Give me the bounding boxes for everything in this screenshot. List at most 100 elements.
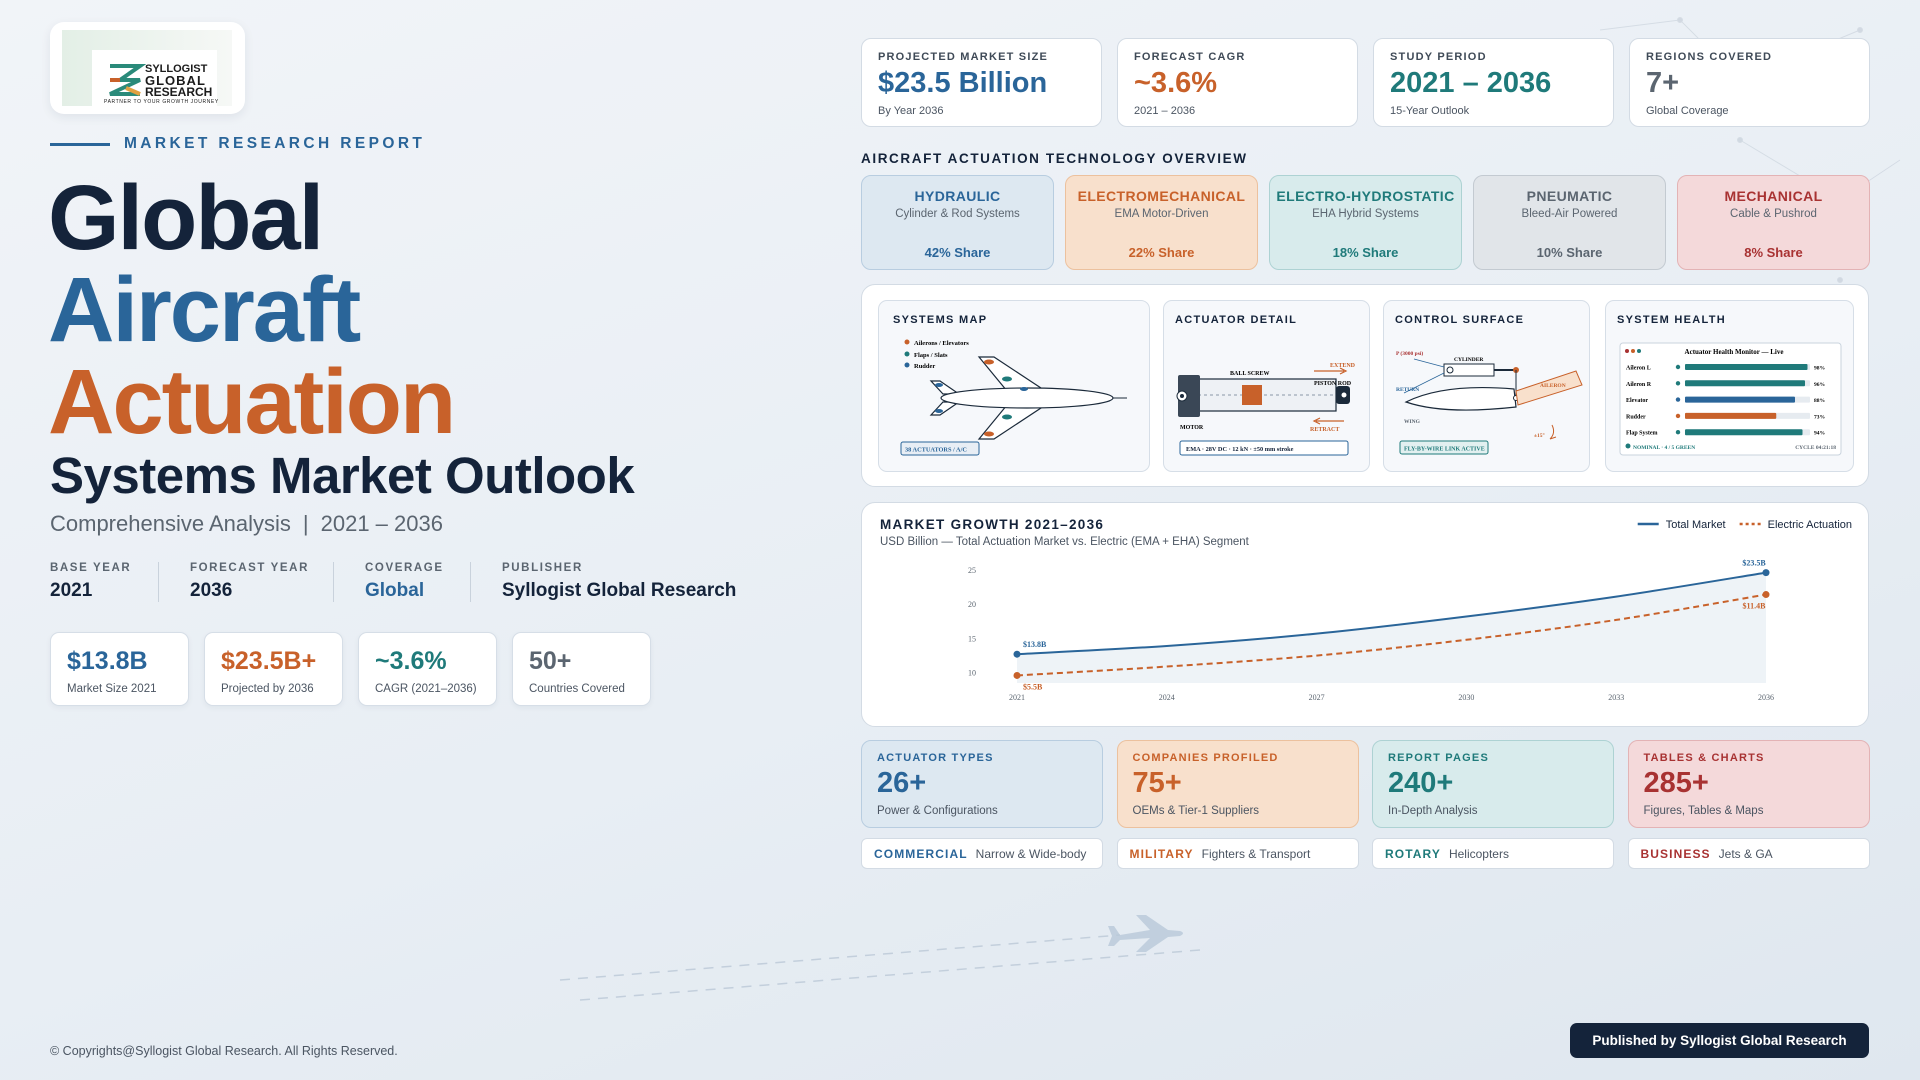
title-line: Global <box>48 167 324 269</box>
row-name: Aileron L <box>1626 366 1651 372</box>
decor-ellipse <box>984 359 994 365</box>
decor-circle <box>1631 349 1635 353</box>
decor-line <box>559 934 1121 981</box>
decor-circle <box>1446 366 1454 374</box>
decor-rect <box>1178 375 1200 417</box>
subtitle-separator: | <box>302 511 309 536</box>
x-tick-label: 2021 <box>1009 693 1025 702</box>
legend-text: Ailerons / Elevators <box>914 340 969 347</box>
row-dot <box>1675 430 1681 435</box>
technology-name: ELECTRO-HYDROSTATIC <box>1276 188 1455 204</box>
decor-line <box>1599 19 1681 31</box>
annotation: $11.4B <box>1743 602 1767 611</box>
decor-path <box>1108 915 1183 952</box>
stat-value: 240+ <box>1388 767 1454 799</box>
monitor-title: Actuator Health Monitor — Live <box>1685 348 1784 356</box>
technology-share: 22% Share <box>1128 245 1195 260</box>
section-heading: AIRCRAFT ACTUATION TECHNOLOGY OVERVIEW <box>861 151 1248 166</box>
technology-desc: Cylinder & Rod Systems <box>895 208 1020 220</box>
technology-desc: Bleed-Air Powered <box>1521 208 1618 220</box>
part-label: P (3000 psi) <box>1396 350 1423 357</box>
decor-circle <box>904 339 910 345</box>
line-chart: MARKET GROWTH 2021–2036 USD Billion — To… <box>880 517 1852 702</box>
decor-circle <box>1857 27 1863 33</box>
chart-title: MARKET GROWTH 2021–2036 <box>880 517 1104 532</box>
x-tick-label: 2036 <box>1758 693 1774 702</box>
highlight-card: 50+ Countries Covered <box>512 632 651 706</box>
technology-share: 18% Share <box>1332 245 1399 260</box>
decor-circle <box>1837 277 1843 283</box>
meta-label: BASE YEAR <box>50 562 132 574</box>
kpi-note: 2021 – 2036 <box>1134 105 1196 117</box>
kpi-card: REGIONS COVERED 7+ Global Coverage <box>1629 38 1870 127</box>
stat-desc: Power & Configurations <box>877 805 998 817</box>
segment-name: COMMERCIAL <box>874 847 968 861</box>
technology-share: 8% Share <box>1744 245 1803 260</box>
kpi-value: ~3.6% <box>1134 67 1218 99</box>
segment-chip: MILITARY Fighters & Transport <box>1116 838 1359 869</box>
end-marker <box>1013 671 1021 679</box>
legend-text: Rudder <box>914 363 935 370</box>
status-text: FLY-BY-WIRE LINK ACTIVE <box>1404 447 1485 453</box>
segment-name: ROTARY <box>1385 847 1441 861</box>
end-marker <box>1762 569 1770 577</box>
publisher-button[interactable]: Published by Syllogist Global Research <box>1570 1023 1869 1058</box>
stat-value: 285+ <box>1643 767 1709 799</box>
y-tick-label: 10 <box>968 669 976 678</box>
copyright: © Copyrights@Syllogist Global Research. … <box>50 1044 398 1058</box>
stat-card: ACTUATOR TYPES 26+ Power & Configurations <box>861 740 1103 828</box>
subtitle-text: 2021 – 2036 <box>320 511 443 536</box>
decor-path <box>1312 417 1344 425</box>
decor-path <box>1549 424 1557 440</box>
segment-desc: Jets & GA <box>1718 847 1773 861</box>
highlight-label: Countries Covered <box>529 683 625 695</box>
highlight-value: ~3.6% <box>375 647 447 675</box>
decor-ellipse <box>1002 414 1012 420</box>
health-bar <box>1685 429 1803 436</box>
kpi-value: $23.5 Billion <box>878 67 1048 99</box>
decor-path <box>1314 367 1348 375</box>
decor-circle <box>904 351 910 357</box>
series-line <box>1016 593 1767 677</box>
row-name: Elevator <box>1626 398 1648 404</box>
segment-desc: Fighters & Transport <box>1201 847 1311 861</box>
meta-label: FORECAST YEAR <box>190 562 309 574</box>
chart-subtitle: USD Billion — Total Actuation Market vs.… <box>880 536 1250 548</box>
series-area <box>1017 572 1766 683</box>
segment-chip: BUSINESS Jets & GA <box>1627 838 1870 869</box>
meta-value: Global <box>365 580 425 601</box>
row-name: Flap System <box>1626 431 1658 437</box>
badge-text: 38 ACTUATORS / A/C <box>905 447 967 454</box>
segment-chip: COMMERCIAL Narrow & Wide-body <box>861 838 1103 869</box>
eyebrow: MARKET RESEARCH REPORT <box>124 135 426 152</box>
logo-mark <box>109 64 146 96</box>
meta-value: 2036 <box>190 580 233 601</box>
decor-circle <box>1637 349 1641 353</box>
cycle-text: CYCLE 04:21:18 <box>1795 445 1836 451</box>
part-label: CYLINDER <box>1454 357 1484 363</box>
kpi-label: REGIONS COVERED <box>1646 51 1773 63</box>
row-value: 96% <box>1814 382 1825 388</box>
kpi-card: PROJECTED MARKET SIZE $23.5 Billion By Yea… <box>861 38 1102 127</box>
row-dot <box>1675 364 1681 370</box>
x-tick-label: 2033 <box>1608 693 1624 702</box>
technology-name: ELECTROMECHANICAL <box>1077 188 1246 204</box>
highlight-card: ~3.6% CAGR (2021–2036) <box>358 632 497 706</box>
row-value: 94% <box>1814 431 1825 437</box>
health-bar <box>1685 412 1777 419</box>
decor-path <box>109 64 146 96</box>
highlight-label: CAGR (2021–2036) <box>375 683 477 695</box>
segment-desc: Narrow & Wide-body <box>975 847 1087 861</box>
decor-ellipse <box>940 387 1114 409</box>
stat-desc: Figures, Tables & Maps <box>1643 805 1764 817</box>
technology-card: ELECTRO-HYDROSTATIC EHA Hybrid Systems 18%… <box>1269 175 1462 270</box>
decor-circle <box>1625 443 1631 449</box>
kpi-value: 2021 – 2036 <box>1390 67 1552 99</box>
row-value: 73% <box>1814 414 1825 420</box>
title-line: Actuation <box>48 351 456 453</box>
segment-desc: Helicopters <box>1448 847 1509 861</box>
technology-card: HYDRAULIC Cylinder & Rod Systems 42% Share <box>861 175 1054 270</box>
logo-line: SYLLOGIST <box>145 63 208 75</box>
